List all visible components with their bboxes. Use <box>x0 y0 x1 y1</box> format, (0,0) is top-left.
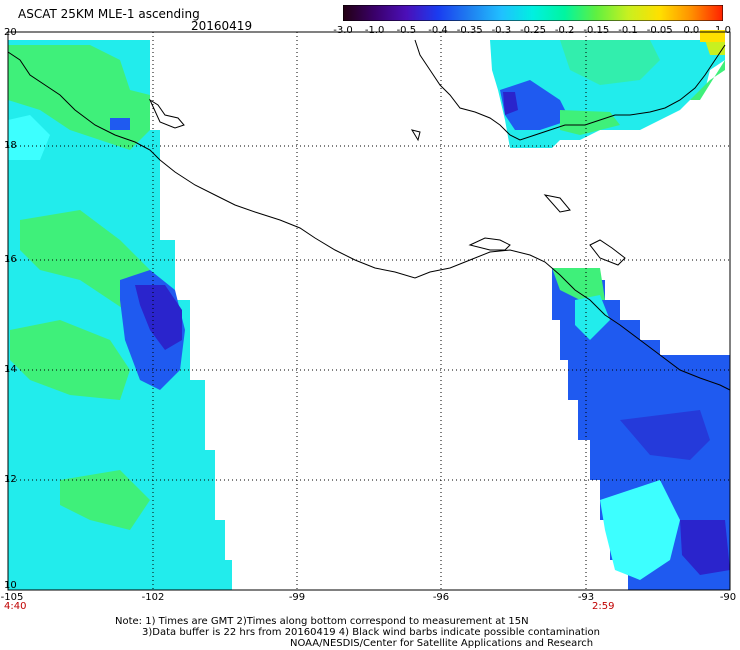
colorbar-tick-label: -1.0 <box>364 25 385 36</box>
left-swath <box>8 40 232 590</box>
lat-label-18: 18 <box>4 140 17 151</box>
colorbar <box>343 5 723 21</box>
right-swath <box>552 268 730 590</box>
lat-label-14: 14 <box>4 364 17 375</box>
colorbar-tick-label: -0.15 <box>583 25 610 36</box>
colorbar-tick-label: -0.2 <box>554 25 575 36</box>
map-frame <box>7 31 731 591</box>
colorbar-tick-label: -0.35 <box>456 25 483 36</box>
time-label-right: 2:59 <box>592 601 615 612</box>
colorbar-tick-label: -3.0 <box>333 25 353 36</box>
note-line-2: 3)Data buffer is 22 hrs from 20160419 4)… <box>142 627 600 638</box>
coastline <box>7 39 731 391</box>
colorbar-tick-label: -0.4 <box>428 25 448 36</box>
colorbar-gradient <box>343 5 723 21</box>
note-line-3: NOAA/NESDIS/Center for Satellite Applica… <box>290 638 594 649</box>
note-line-1: Note: 1) Times are GMT 2)Times along bot… <box>115 616 529 627</box>
lat-label-10: 10 <box>4 580 17 591</box>
colorbar-tick-label: -0.05 <box>646 25 673 36</box>
lon-label-105: -105 <box>0 592 24 603</box>
date-label: 20160419 <box>191 19 253 33</box>
colorbar-tick-label: -0.1 <box>618 25 638 36</box>
lon-label-90: -90 <box>719 592 737 603</box>
time-label-left: 4:40 <box>4 601 27 612</box>
lon-label-99: -99 <box>288 592 306 603</box>
lat-label-12: 12 <box>4 474 17 485</box>
lon-label-93: -93 <box>577 592 595 603</box>
title: ASCAT 25KM MLE-1 ascending <box>18 7 200 21</box>
lon-label-96: -96 <box>432 592 450 603</box>
top-swath <box>490 30 725 148</box>
lon-label-102: -102 <box>141 592 165 603</box>
lat-label-20: 20 <box>4 27 17 38</box>
lat-label-16: 16 <box>4 254 17 265</box>
colorbar-tick-label: 0.0 <box>683 25 700 36</box>
colorbar-tick-label: -0.5 <box>396 25 417 36</box>
colorbar-tick-label: -0.3 <box>491 25 512 36</box>
colorbar-tick-label: -0.25 <box>520 25 546 36</box>
grid <box>8 32 730 590</box>
